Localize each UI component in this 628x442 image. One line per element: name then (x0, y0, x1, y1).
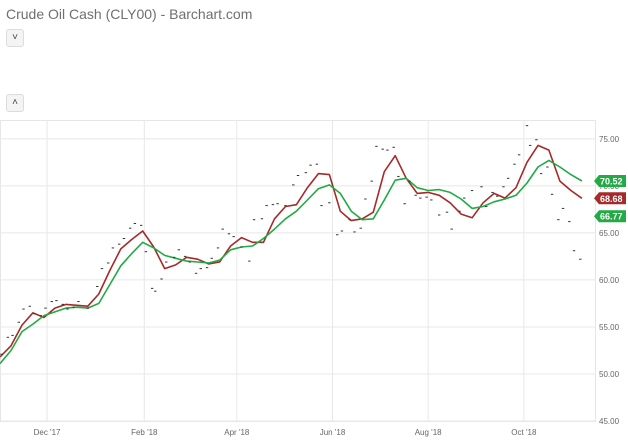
y-tick-label: 65.00 (599, 229, 620, 238)
x-tick-label: Feb '18 (131, 428, 158, 437)
x-axis: Dec '17 Feb '18 Apr '18 Jun '18 Aug '18 Oct '… (34, 428, 537, 437)
x-tick-label: Dec '17 (34, 428, 61, 437)
y-tick-label: 50.00 (599, 370, 620, 379)
y-tick-label: 55.00 (599, 323, 620, 332)
collapse-chevron-up-icon[interactable]: ˄ (6, 94, 24, 112)
series-layer (0, 125, 583, 365)
y-tick-label: 60.00 (599, 276, 620, 285)
price-badge: 68.68 (594, 192, 626, 205)
x-tick-label: Jun '18 (320, 428, 346, 437)
long-moving-average-line (0, 159, 583, 365)
x-tick-label: Apr '18 (224, 428, 250, 437)
price-badge-label: 66.77 (600, 212, 623, 222)
price-badges: 70.52 68.68 66.77 (594, 174, 626, 223)
price-badge-shape (594, 210, 626, 223)
grid (0, 120, 596, 422)
price-badge: 66.77 (594, 210, 626, 223)
x-tick-label: Oct '18 (511, 428, 537, 437)
price-badge-label: 70.52 (600, 176, 623, 186)
short-moving-average-line (0, 144, 583, 358)
x-tick-label: Aug '18 (415, 428, 442, 437)
y-tick-label: 75.00 (599, 135, 620, 144)
price-badge-label: 68.68 (600, 194, 623, 204)
price-badge: 70.52 (594, 174, 626, 187)
y-tick-label: 45.00 (599, 417, 620, 426)
collapse-chevron-down-icon[interactable]: ˅ (6, 29, 24, 47)
price-badge-shape (594, 192, 626, 205)
price-badge-shape (594, 174, 626, 187)
plot-border (0, 120, 596, 422)
chart-title: Crude Oil Cash (CLY00) - Barchart.com (6, 6, 253, 22)
